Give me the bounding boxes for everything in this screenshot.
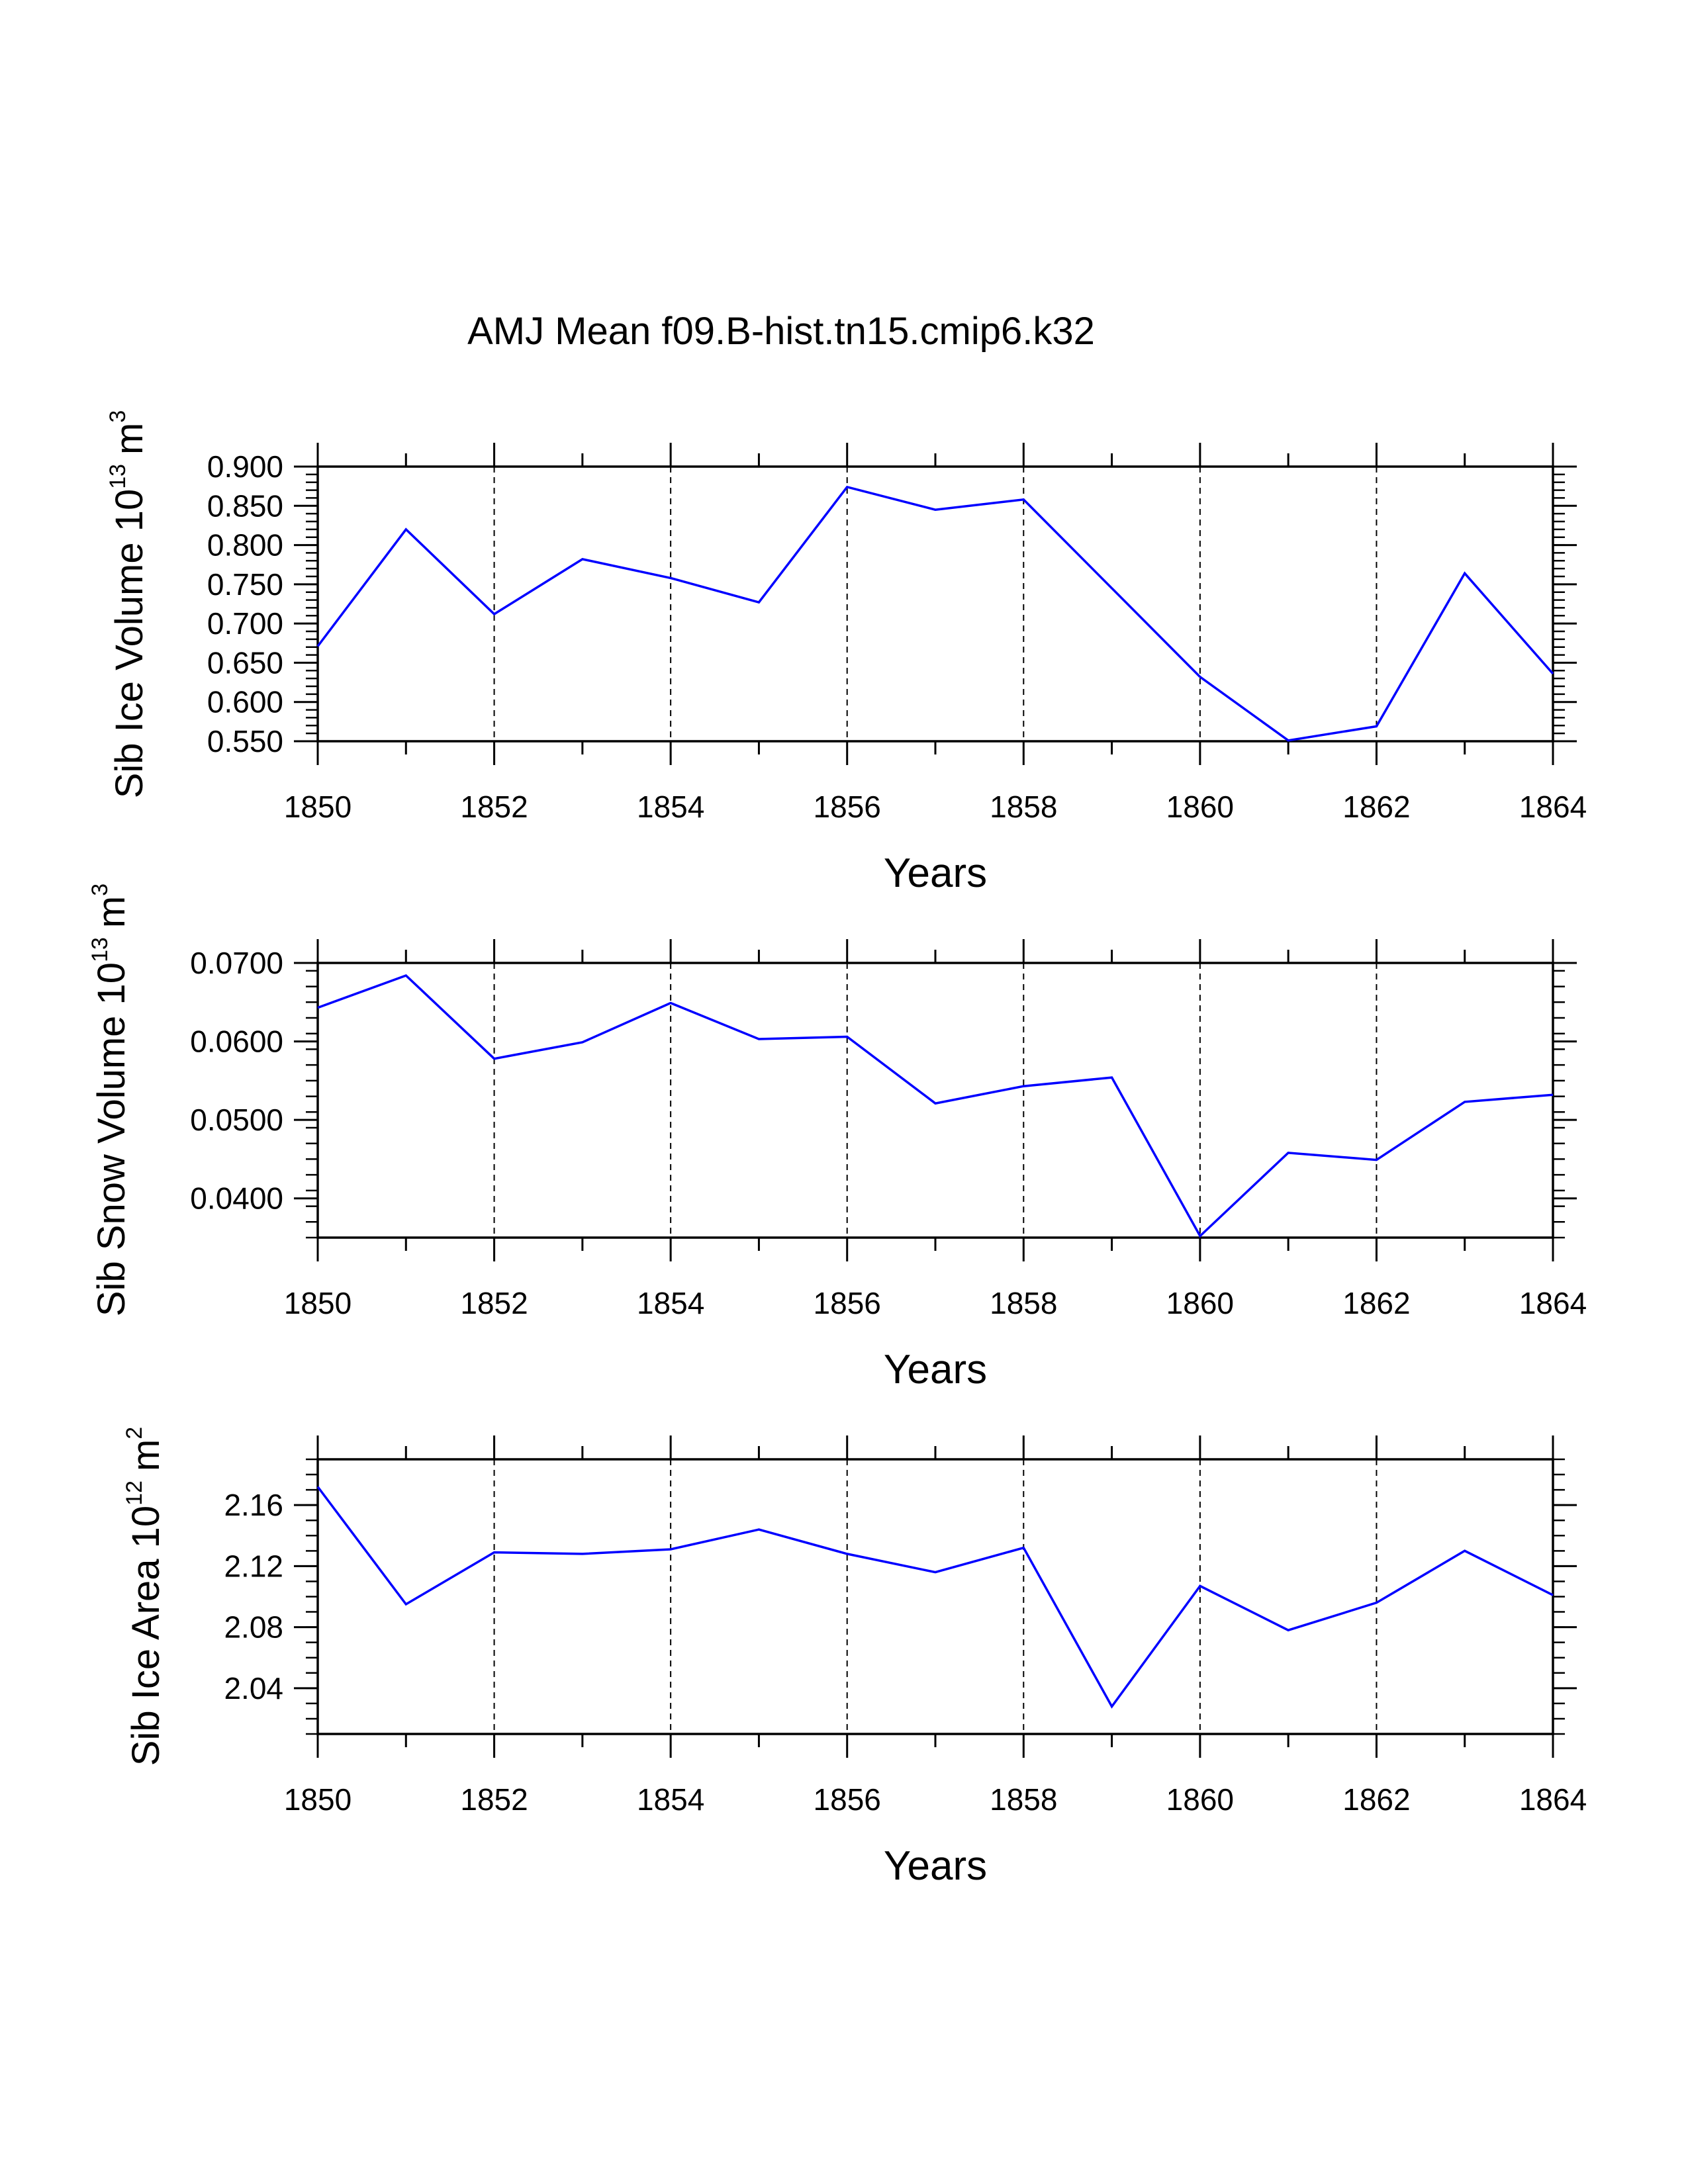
figure-title: AMJ Mean f09.B-hist.tn15.cmip6.k32: [467, 310, 1095, 353]
x-tick-label: 1856: [814, 1782, 881, 1817]
x-tick-label: 1858: [990, 1782, 1057, 1817]
y-tick-label: 0.0700: [190, 946, 283, 980]
y-tick-label: 0.700: [207, 606, 283, 641]
chart-panel-1: 1850 1852 1854 1856 1858 1860 1862 1864 Years 0.5…: [105, 410, 1587, 896]
chart-panel-2: 1850 1852 1854 1856 1858 1860 1862 1864 Years 0.0…: [87, 884, 1587, 1392]
x-tick-label: 1850: [284, 1782, 352, 1817]
y-axis-title-unit-exponent: 2: [122, 1427, 147, 1439]
x-tick-label: 1850: [284, 1286, 352, 1320]
x-tick-label: 1856: [814, 790, 881, 824]
series-line: [316, 485, 1554, 742]
plot-frame: [316, 962, 1554, 1239]
y-axis-title-unit: m: [90, 896, 133, 928]
x-tick-label: 1858: [990, 790, 1057, 824]
y-axis-title-exponent: 13: [87, 937, 113, 962]
y-axis-title: Sib Snow Volume 1013 m3: [87, 884, 133, 1316]
x-tick-label: 1862: [1342, 790, 1410, 824]
y-axis-title-exponent: 13: [105, 464, 130, 489]
x-tick-label: 1864: [1519, 1782, 1587, 1817]
y-tick-label: 2.12: [224, 1549, 283, 1583]
x-tick-label: 1864: [1519, 790, 1587, 824]
y-tick-label: 0.750: [207, 567, 283, 602]
x-tick-label: 1858: [990, 1286, 1057, 1320]
x-tick-label: 1854: [637, 1782, 704, 1817]
y-tick-label: 0.900: [207, 449, 283, 484]
y-tick-label: 2.04: [224, 1671, 283, 1706]
y-axis-title-exponent: 12: [122, 1480, 147, 1506]
y-axis-title-unit: m: [108, 423, 151, 455]
x-tick-label: 1854: [637, 790, 704, 824]
x-tick-label: 1862: [1342, 1286, 1410, 1320]
x-tick-label: 1860: [1166, 1286, 1234, 1320]
x-axis-title: Years: [884, 1843, 987, 1889]
x-tick-label: 1854: [637, 1286, 704, 1320]
x-tick-label: 1850: [284, 790, 352, 824]
x-tick-label: 1862: [1342, 1782, 1410, 1817]
y-axis-title: Sib Ice Volume 1013 m3: [105, 410, 151, 799]
y-tick-label: 0.650: [207, 645, 283, 680]
x-tick-label: 1856: [814, 1286, 881, 1320]
series-line: [317, 974, 1554, 1238]
y-axis-title-main: Sib Ice Volume 10: [108, 489, 151, 799]
y-axis-title: Sib Ice Area 1012 m2: [122, 1427, 167, 1766]
y-tick-label: 0.600: [207, 685, 283, 719]
y-axis-title-unit-exponent: 3: [105, 410, 130, 423]
y-tick-label: 2.16: [224, 1488, 283, 1522]
chart-panel-3: 1850 1852 1854 1856 1858 1860 1862 1864 Years 2.0…: [122, 1427, 1587, 1889]
series-line: [316, 1486, 1554, 1709]
y-tick-label: 0.0500: [190, 1103, 283, 1137]
x-tick-label: 1864: [1519, 1286, 1587, 1320]
y-tick-label: 0.0400: [190, 1181, 283, 1216]
y-axis-title-main: Sib Ice Area 10: [124, 1506, 167, 1766]
x-tick-label: 1860: [1166, 1782, 1234, 1817]
x-tick-label: 1852: [460, 790, 528, 824]
x-axis-title: Years: [884, 1347, 987, 1392]
y-tick-label: 0.550: [207, 724, 283, 758]
x-tick-label: 1860: [1166, 790, 1234, 824]
panels-container: 1850 1852 1854 1856 1858 1860 1862 1864 Years 0.5…: [87, 410, 1587, 1889]
y-tick-label: 0.0600: [190, 1024, 283, 1059]
x-axis-title: Years: [884, 850, 987, 896]
y-tick-label: 2.08: [224, 1610, 283, 1645]
y-tick-label: 0.800: [207, 528, 283, 563]
plot-frame: [316, 465, 1554, 743]
plot-frame: [316, 1458, 1554, 1735]
y-axis-title-main: Sib Snow Volume 10: [90, 962, 133, 1316]
y-tick-label: 0.850: [207, 488, 283, 523]
y-axis-title-unit: m: [124, 1439, 167, 1471]
x-tick-label: 1852: [460, 1286, 528, 1320]
y-axis-title-unit-exponent: 3: [87, 884, 113, 896]
x-tick-label: 1852: [460, 1782, 528, 1817]
